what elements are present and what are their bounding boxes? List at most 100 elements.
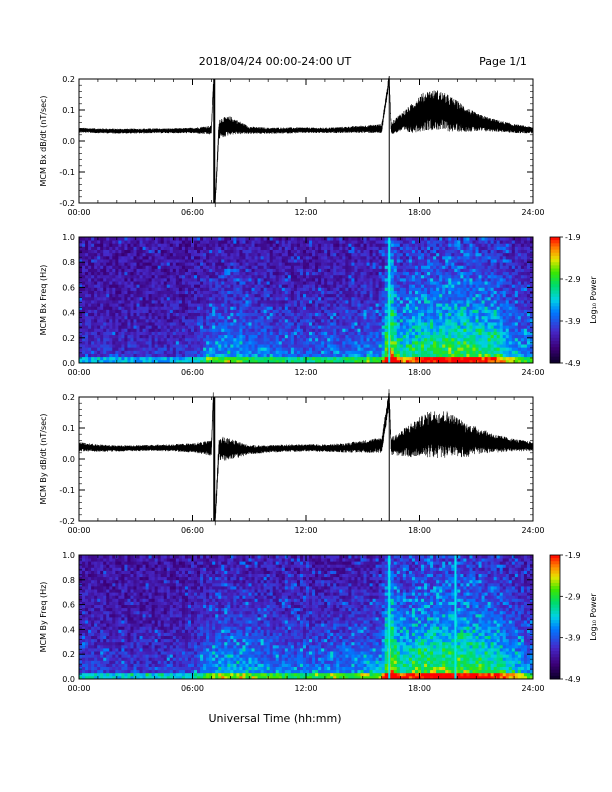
spectrogram-cell <box>427 350 431 354</box>
spectrogram-cell <box>324 259 328 263</box>
spectrogram-cell <box>306 337 310 342</box>
spectrogram-cell <box>257 359 261 364</box>
spectrogram-cell <box>390 259 395 263</box>
spectrogram-cell <box>160 255 165 260</box>
spectrogram-cell <box>154 303 159 307</box>
spectrogram-cell <box>112 265 116 269</box>
spectrogram-cell <box>266 271 271 276</box>
spectrogram-cell <box>236 312 240 317</box>
spectrogram-cell <box>442 328 446 332</box>
spectrogram-cell <box>299 350 304 354</box>
spectrogram-cell <box>321 277 325 282</box>
spectrogram-cell <box>121 347 125 351</box>
spectrogram-cell <box>163 237 168 241</box>
spectrogram-cell <box>130 318 134 323</box>
spectrogram-cell <box>366 315 370 320</box>
spectrogram-cell <box>136 356 140 361</box>
spectrogram-cell <box>399 337 404 342</box>
spectrogram-cell <box>384 347 389 351</box>
spectrogram-cell <box>178 262 183 266</box>
spectrogram-cell <box>336 347 340 351</box>
spectrogram-cell <box>133 334 137 339</box>
spectrogram-cell <box>88 315 92 320</box>
spectrogram-cell <box>357 337 361 342</box>
spectrogram-cell <box>411 287 416 291</box>
spectrogram-cell <box>272 334 277 339</box>
spectrogram-cell <box>309 293 313 298</box>
spectrogram-cell <box>263 296 268 301</box>
spectrogram-cell <box>290 293 295 298</box>
spectrogram-cell <box>275 240 280 244</box>
spectrogram-cell <box>124 284 128 288</box>
spectrogram-cell <box>312 347 316 351</box>
spectrogram-cell <box>121 331 125 336</box>
spectrogram-cell <box>221 328 225 332</box>
spectrogram-cell <box>91 347 95 351</box>
spectrogram-cell <box>175 252 180 257</box>
spectrogram-cell <box>124 309 128 313</box>
spectrogram-cell <box>248 318 252 323</box>
spectrogram-cell <box>127 237 131 241</box>
spectrogram-cell <box>236 328 240 332</box>
spectrogram-cell <box>206 293 210 298</box>
spectrogram-cell <box>266 309 271 313</box>
spectrogram-cell <box>442 265 446 269</box>
spectrogram-cell <box>366 300 370 304</box>
spectrogram-cell <box>315 287 319 291</box>
spectrogram-cell <box>218 303 222 307</box>
spectrogram-cell <box>118 340 122 345</box>
spectrogram-cell <box>424 328 428 332</box>
spectrogram-cell <box>360 277 364 282</box>
spectrogram-cell <box>336 287 340 291</box>
spectrogram-cell <box>187 306 192 310</box>
spectrogram-cell <box>82 318 86 323</box>
spectrogram-cell <box>309 290 313 295</box>
spectrogram-cell <box>287 309 292 313</box>
spectrogram-cell <box>266 350 271 354</box>
spectrogram-cell <box>393 344 398 348</box>
y-tick-label: 0.1 <box>62 106 75 115</box>
spectrogram-cell <box>82 255 86 260</box>
spectrogram-cell <box>369 325 373 329</box>
spectrogram-cell <box>354 237 358 241</box>
spectrogram-cell <box>124 350 128 354</box>
spectrogram-cell <box>366 284 370 288</box>
spectrogram-cell <box>293 265 298 269</box>
spectrogram-cell <box>339 265 343 269</box>
spectrogram-cell <box>330 318 334 323</box>
spectrogram-cell <box>230 325 234 329</box>
spectrogram-cell <box>299 252 304 257</box>
spectrogram-cell <box>411 265 416 269</box>
spectrogram-cell <box>378 277 383 282</box>
spectrogram-cell <box>293 237 298 241</box>
spectrogram-cell <box>118 359 122 364</box>
spectrogram-cell <box>127 296 131 301</box>
spectrogram-cell <box>411 312 416 317</box>
spectrogram-cell <box>339 271 343 276</box>
spectrogram-cell <box>306 315 310 320</box>
spectrogram-cell <box>166 350 171 354</box>
spectrogram-cell <box>100 271 104 276</box>
spectrogram-cell <box>284 350 289 354</box>
spectrogram-cell <box>239 287 243 291</box>
spectrogram-cell <box>284 249 289 254</box>
spectrogram-cell <box>157 246 162 250</box>
spectrogram-cell <box>433 303 437 307</box>
spectrogram-cell <box>324 268 328 273</box>
x-tick-label: 24:00 <box>521 208 544 217</box>
spectrogram-cell <box>436 306 440 310</box>
spectrogram-cell <box>408 322 413 326</box>
spectrogram-cell <box>200 246 204 250</box>
spectrogram-cell <box>348 344 352 348</box>
spectrogram-cell <box>299 337 304 342</box>
spectrogram-cell <box>215 290 219 295</box>
spectrogram-cell <box>333 325 337 329</box>
spectrogram-cell <box>166 340 171 345</box>
spectrogram-cell <box>284 262 289 266</box>
spectrogram-cell <box>236 243 240 247</box>
spectrogram-cell <box>360 350 364 354</box>
spectrogram-cell <box>363 334 367 339</box>
spectrogram-cell <box>306 284 310 288</box>
spectrogram-cell <box>399 315 404 320</box>
spectrogram-cell <box>399 331 404 336</box>
